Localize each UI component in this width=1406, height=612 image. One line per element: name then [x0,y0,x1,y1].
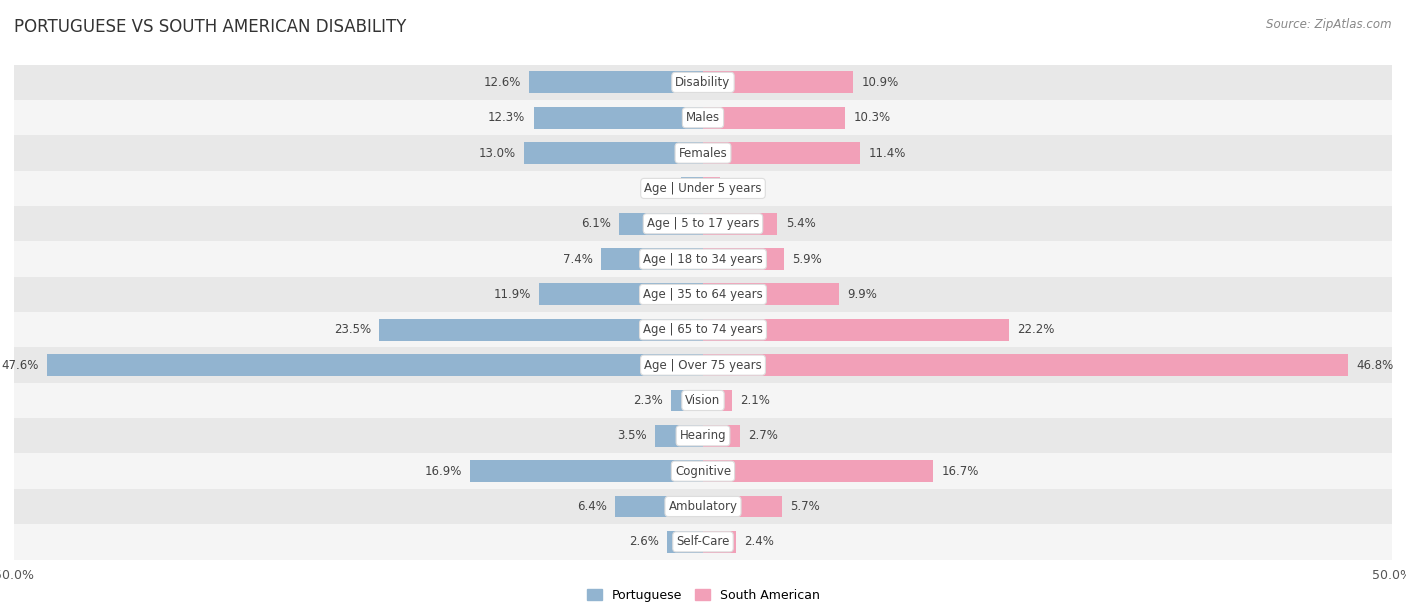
Text: Age | Over 75 years: Age | Over 75 years [644,359,762,371]
Bar [703,142,860,164]
Bar [655,425,703,447]
Text: Hearing: Hearing [679,429,727,442]
Bar [470,460,703,482]
Bar [668,531,703,553]
Text: 11.4%: 11.4% [869,147,905,160]
Bar [14,135,1392,171]
Bar [14,418,1392,453]
Bar [14,382,1392,418]
Bar [614,496,703,518]
Bar [703,248,785,270]
Text: 10.9%: 10.9% [862,76,898,89]
Text: 12.6%: 12.6% [484,76,522,89]
Bar [533,106,703,129]
Text: 6.1%: 6.1% [581,217,610,230]
Text: 5.4%: 5.4% [786,217,815,230]
Bar [14,171,1392,206]
Text: 2.1%: 2.1% [740,394,770,407]
Bar [14,348,1392,382]
Text: 6.4%: 6.4% [576,500,606,513]
Text: 22.2%: 22.2% [1017,323,1054,336]
Text: 2.7%: 2.7% [748,429,779,442]
Text: 12.3%: 12.3% [488,111,526,124]
Bar [703,106,845,129]
Bar [703,389,733,411]
Bar [14,242,1392,277]
Text: 1.6%: 1.6% [643,182,672,195]
Text: Age | 35 to 64 years: Age | 35 to 64 years [643,288,763,301]
Bar [703,213,778,235]
Bar [530,72,703,94]
Text: 5.7%: 5.7% [790,500,820,513]
Bar [703,354,1348,376]
Bar [14,312,1392,348]
Bar [14,277,1392,312]
Text: Self-Care: Self-Care [676,536,730,548]
Bar [703,72,853,94]
Bar [14,206,1392,242]
Bar [703,496,782,518]
Text: 2.6%: 2.6% [628,536,659,548]
Bar [681,177,703,200]
Bar [524,142,703,164]
Bar [703,460,934,482]
Text: 9.9%: 9.9% [848,288,877,301]
Bar [619,213,703,235]
Text: 3.5%: 3.5% [617,429,647,442]
Bar [14,524,1392,559]
Text: Ambulatory: Ambulatory [668,500,738,513]
Bar [600,248,703,270]
Bar [48,354,703,376]
Bar [14,489,1392,524]
Bar [703,531,737,553]
Text: 7.4%: 7.4% [562,253,593,266]
Text: 10.3%: 10.3% [853,111,890,124]
Text: 47.6%: 47.6% [1,359,39,371]
Text: Disability: Disability [675,76,731,89]
Text: 2.3%: 2.3% [633,394,664,407]
Text: Cognitive: Cognitive [675,465,731,477]
Bar [703,283,839,305]
Text: 2.4%: 2.4% [744,536,775,548]
Bar [14,100,1392,135]
Text: Age | 65 to 74 years: Age | 65 to 74 years [643,323,763,336]
Text: Females: Females [679,147,727,160]
Legend: Portuguese, South American: Portuguese, South American [582,584,824,607]
Text: 5.9%: 5.9% [793,253,823,266]
Text: Males: Males [686,111,720,124]
Bar [538,283,703,305]
Text: 16.9%: 16.9% [425,465,461,477]
Text: Age | 5 to 17 years: Age | 5 to 17 years [647,217,759,230]
Bar [703,319,1010,341]
Text: 46.8%: 46.8% [1357,359,1393,371]
Bar [14,453,1392,489]
Text: 23.5%: 23.5% [333,323,371,336]
Text: 11.9%: 11.9% [494,288,531,301]
Text: Source: ZipAtlas.com: Source: ZipAtlas.com [1267,18,1392,31]
Bar [14,65,1392,100]
Text: 13.0%: 13.0% [478,147,516,160]
Text: Age | 18 to 34 years: Age | 18 to 34 years [643,253,763,266]
Bar [380,319,703,341]
Text: Age | Under 5 years: Age | Under 5 years [644,182,762,195]
Text: PORTUGUESE VS SOUTH AMERICAN DISABILITY: PORTUGUESE VS SOUTH AMERICAN DISABILITY [14,18,406,36]
Text: 1.2%: 1.2% [728,182,758,195]
Text: 16.7%: 16.7% [942,465,979,477]
Bar [703,425,740,447]
Bar [703,177,720,200]
Bar [671,389,703,411]
Text: Vision: Vision [685,394,721,407]
